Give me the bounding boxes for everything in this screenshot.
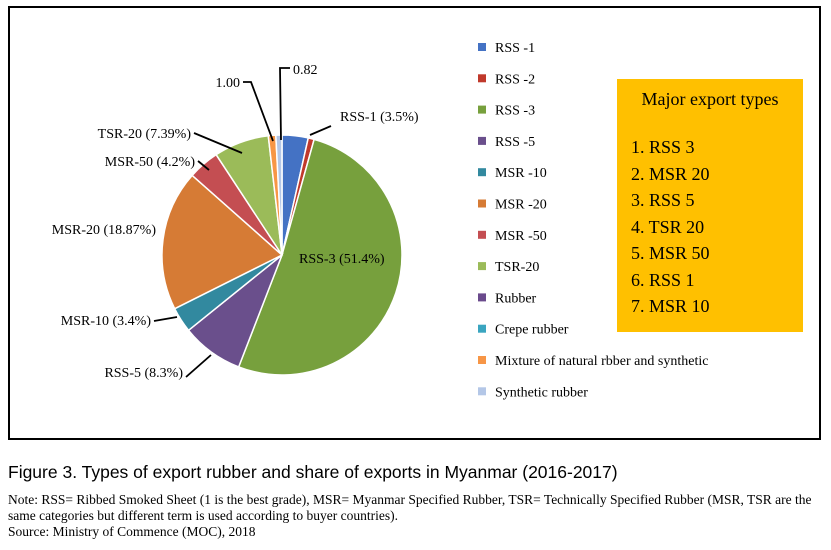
data-label: RSS-1 (3.5%) (340, 110, 419, 125)
legend-entry: MSR -10 (495, 166, 547, 181)
major-export-item: 1. RSS 3 (631, 137, 695, 157)
data-label: 1.00 (216, 76, 241, 91)
major-export-item: 6. RSS 1 (631, 269, 695, 290)
data-label: RSS-5 (8.3%) (104, 366, 183, 381)
figure-source: Source: Ministry of Commence (MOC), 2018 (8, 524, 256, 539)
legend-swatch (478, 199, 486, 208)
legend-swatch (478, 230, 486, 239)
data-label: MSR-50 (4.2%) (105, 155, 196, 170)
legend-swatch (478, 356, 486, 364)
legend-entry: TSR-20 (495, 260, 539, 275)
legend-entry: Rubber (495, 291, 537, 306)
major-export-item: 3. RSS 5 (631, 190, 695, 210)
legend-swatch (478, 293, 486, 302)
legend-entry: RSS -1 (495, 41, 535, 56)
legend-swatch (478, 136, 486, 145)
pie-slice (275, 134, 283, 256)
data-label: TSR-20 (7.39%) (98, 127, 192, 142)
chart-frame: RSS-1 (3.5%) RSS-3 (51.4%) RSS-5 (8.3%) MSR… (8, 6, 821, 440)
data-label: MSR-10 (3.4%) (61, 314, 152, 329)
pie-chart: RSS-1 (3.5%) RSS-3 (51.4%) RSS-5 (8.3%) MSR… (52, 41, 709, 400)
major-export-item: 5. MSR 50 (631, 243, 710, 263)
legend-swatch (478, 105, 486, 114)
legend-entry: Crepe rubber (495, 323, 569, 338)
legend-swatch (478, 262, 486, 271)
legend-swatch (478, 324, 486, 333)
label-leader-line (153, 316, 178, 322)
pie-slice (237, 138, 403, 376)
data-label: RSS-3 (51.4%) (299, 252, 385, 267)
data-label: MSR-20 (18.87%) (52, 223, 157, 238)
label-leader-line (309, 125, 332, 136)
major-export-item: 7. MSR 10 (631, 296, 710, 316)
legend-entry: Mixture of natural rbber and synthetic (495, 354, 708, 369)
legend-swatch (478, 43, 486, 51)
label-leader-line (197, 160, 210, 171)
legend-swatch (478, 74, 486, 83)
legend-entry: MSR -50 (495, 229, 547, 244)
figure-note: Note: RSS= Ribbed Smoked Sheet (1 is the… (8, 492, 812, 523)
label-leader-line (279, 67, 290, 141)
legend-swatch (478, 168, 486, 177)
legend-entry: RSS -2 (495, 72, 535, 87)
major-export-list: 1. RSS 3 2. MSR 20 3. RSS 5 4. TSR 20 5. MSR… (631, 134, 803, 320)
label-leader-line (193, 132, 243, 154)
major-export-item: 2. MSR 20 (631, 163, 710, 184)
major-export-types-box: Major export types 1. RSS 3 2. MSR 20 3. R… (617, 79, 803, 332)
major-export-item: 4. TSR 20 (631, 216, 705, 237)
legend-entry: MSR -20 (495, 198, 547, 213)
legend-entry: RSS -5 (495, 135, 535, 150)
label-leader-line (185, 354, 212, 378)
pie-slice (161, 174, 284, 310)
legend-swatch (478, 387, 486, 396)
legend-entry: Synthetic rubber (495, 385, 588, 400)
data-label: 0.82 (293, 63, 318, 78)
label-leader-line (243, 81, 274, 142)
major-box-title: Major export types (641, 89, 779, 109)
legend-entry: RSS -3 (495, 104, 535, 119)
figure-caption: Figure 3. Types of export rubber and sha… (8, 462, 618, 482)
